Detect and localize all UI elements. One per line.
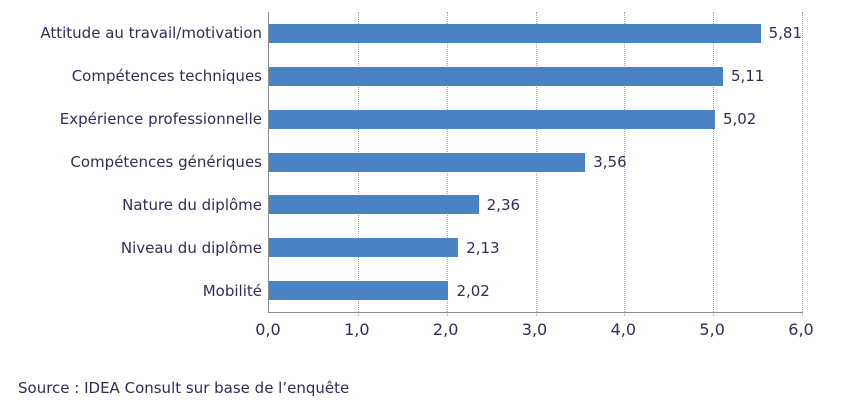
x-axis-tick-label: 2,0 [432, 320, 459, 339]
bar-row: 2,13 [269, 226, 802, 269]
bar-row: 5,02 [269, 98, 802, 141]
bar-value-label: 5,81 [768, 24, 802, 43]
category-label: Niveau du diplôme [120, 238, 262, 257]
plot-area: 5,81 5,11 5,02 3,56 2,36 2,13 2,02 [268, 12, 803, 316]
bar-row: 3,56 [269, 141, 802, 184]
bar [269, 23, 761, 43]
bar [269, 152, 586, 172]
category-label: Mobilité [202, 281, 262, 300]
bar [269, 66, 723, 86]
bar-value-label: 2,36 [486, 195, 521, 214]
axis-tick-mark [713, 312, 715, 316]
bar-value-label: 2,13 [466, 238, 500, 257]
category-label: Compétences génériques [70, 153, 262, 171]
bar [269, 238, 459, 258]
category-label: Nature du diplôme [122, 195, 262, 214]
axis-tick-mark [446, 312, 448, 316]
bar-value-label: 3,56 [593, 153, 627, 171]
category-label: Attitude au travail/motivation [40, 24, 262, 43]
axis-tick-mark [535, 312, 537, 316]
x-axis-tick-label: 0,0 [255, 320, 281, 339]
bar [269, 109, 715, 129]
axis-tick-mark [802, 312, 803, 316]
bar-row: 2,02 [269, 269, 802, 312]
x-axis-tick-label: 5,0 [699, 320, 725, 339]
x-axis-tick-label: 6,0 [788, 320, 814, 339]
category-label: Expérience professionnelle [59, 110, 262, 129]
bar-value-label: 2,02 [456, 281, 490, 300]
x-axis-tick-label: 1,0 [344, 320, 370, 339]
source-note: Source : IDEA Consult sur base de l’enqu… [18, 379, 350, 397]
bar-row: 5,11 [269, 55, 802, 98]
axis-tick-mark [357, 312, 359, 316]
category-labels-column: Attitude au travail/motivation Compétence… [0, 12, 262, 312]
bar [269, 281, 449, 301]
bar-value-label: 5,11 [730, 67, 765, 86]
category-label: Compétences techniques [71, 67, 262, 86]
x-axis-tick-labels: 0,0 1,0 2,0 3,0 4,0 5,0 6,0 [255, 320, 813, 342]
axis-tick-mark [624, 312, 626, 316]
bar-row: 5,81 [269, 12, 802, 55]
bar-row: 2,36 [269, 183, 802, 226]
bar [269, 195, 479, 215]
x-axis-tick-label: 4,0 [610, 320, 637, 339]
gridline [713, 12, 715, 312]
bar-value-label: 5,02 [722, 110, 757, 129]
x-axis-tick-label: 3,0 [521, 320, 548, 339]
gridline [802, 12, 803, 312]
gridline [624, 12, 626, 312]
bars-column: 5,81 5,11 5,02 3,56 2,36 2,13 2,02 [269, 12, 802, 312]
